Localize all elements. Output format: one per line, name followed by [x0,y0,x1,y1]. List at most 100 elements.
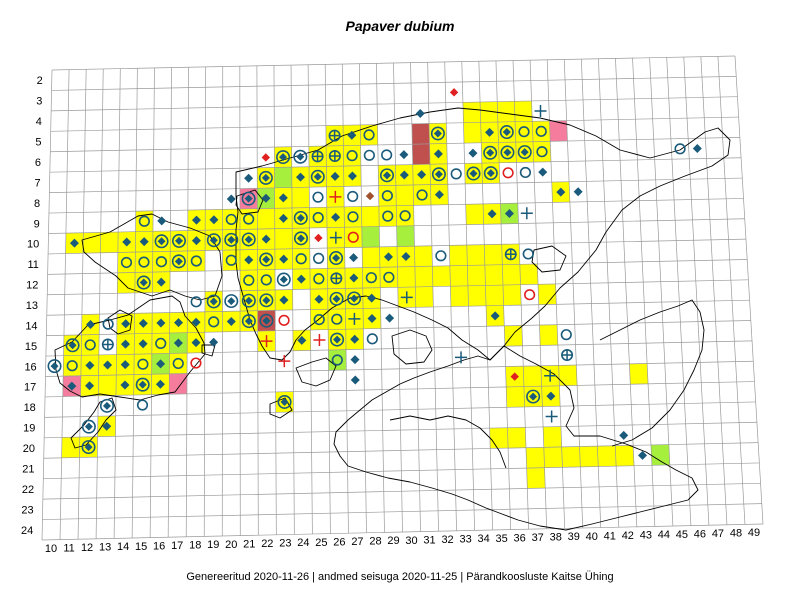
circle-marker [225,213,237,226]
circle-marker [259,252,274,267]
grid-cell-32-12 [432,265,451,287]
grid-cell-31-11 [414,245,433,267]
grid-cell-26-16 [328,349,347,371]
diamond-marker [486,169,495,178]
col-label: 34 [477,533,489,545]
diamond-marker [262,255,271,264]
row-label: 3 [36,96,42,108]
circle-marker [416,189,428,201]
grid-cell-34-12 [467,265,486,286]
diamond-marker [174,318,183,328]
diamond-marker [347,171,357,181]
circle-marker [366,333,378,345]
diamond-marker [174,257,183,266]
grid-line-h [50,137,740,153]
circle-marker [172,357,184,370]
circle-marker [466,166,481,181]
diamond-marker [538,167,548,177]
circle-marker [329,251,344,266]
grid-cell-31-13 [415,286,434,308]
col-label: 37 [532,532,544,544]
circle-marker [674,143,686,155]
diamond-marker [333,335,342,344]
diamond-marker [67,381,77,391]
circle-marker [277,394,292,409]
plus-marker [348,312,361,325]
diamond-marker [139,237,149,247]
grid-line-v [410,62,421,532]
diamond-marker [350,334,360,344]
diamond-marker [468,148,478,158]
diamond-marker [296,152,305,161]
circle-marker [331,354,343,366]
row-label: 9 [34,218,40,230]
grid-cell-39-21 [561,446,581,468]
diamond-marker [84,422,93,431]
grid-cell-35-4 [480,101,498,123]
grid-line-v [495,60,511,530]
grid-cell-36-13 [502,284,522,306]
grid-cell-30-10 [396,225,415,247]
grid-cell-30-8 [395,184,414,206]
plus-marker [329,130,340,141]
grid-cell-36-20 [507,427,526,449]
circle-marker [225,254,237,266]
diamond-marker [120,339,130,349]
grid-line-v [478,61,493,531]
col-label: 32 [441,534,453,546]
circle-marker [99,398,114,413]
circle-marker [435,250,447,262]
row-label: 19 [23,423,35,435]
diamond-marker [262,296,271,305]
diamond-marker [279,275,288,284]
circle-marker [536,146,548,158]
circle-marker [155,256,168,268]
grid-cell-30-9 [396,205,415,227]
grid-line-v [717,56,746,525]
diamond-marker [485,127,495,137]
diamond-marker [191,317,201,327]
circle-marker [313,313,325,326]
grid-cell-28-10 [361,226,380,248]
grid-line-v [683,57,710,526]
grid-cell-23-10 [274,228,293,250]
circle-marker [224,232,239,247]
diamond-marker [138,318,148,328]
diamond-marker [261,234,271,244]
plus-marker [505,249,516,260]
diamond-marker [156,318,166,328]
circle-marker [47,359,62,374]
circle-marker [346,150,358,162]
diamond-marker [191,236,201,246]
circle-marker-red [278,314,290,326]
grid-cell-36-4 [497,101,516,123]
diamond-marker [350,355,360,365]
circle-marker [310,169,325,184]
diamond-marker [209,236,218,245]
diamond-marker [279,295,289,305]
diamond-marker [487,209,497,219]
diamond-marker [157,237,166,246]
row-label: 8 [34,198,40,210]
circle-marker [66,360,78,372]
col-label: 41 [604,530,616,542]
plus-marker [545,410,558,423]
diamond-marker [520,148,529,157]
grid-line-v [580,59,602,528]
grid-cell-22-12 [257,269,276,291]
col-label: 39 [568,531,580,543]
diamond-marker [401,252,411,262]
diamond-marker [385,313,395,323]
col-label: 47 [712,528,724,540]
grid-cell-33-13 [450,285,469,307]
grid-line-v [341,64,349,534]
diamond-marker [330,171,340,181]
diamond-marker [173,338,183,348]
circle-marker [84,339,96,351]
col-label: 38 [550,532,562,544]
diamond-marker [279,254,289,264]
col-label: 18 [189,540,201,552]
circle-marker [259,293,274,308]
grid-cell-17-16 [169,353,188,374]
grid-cell-21-9 [239,208,258,230]
